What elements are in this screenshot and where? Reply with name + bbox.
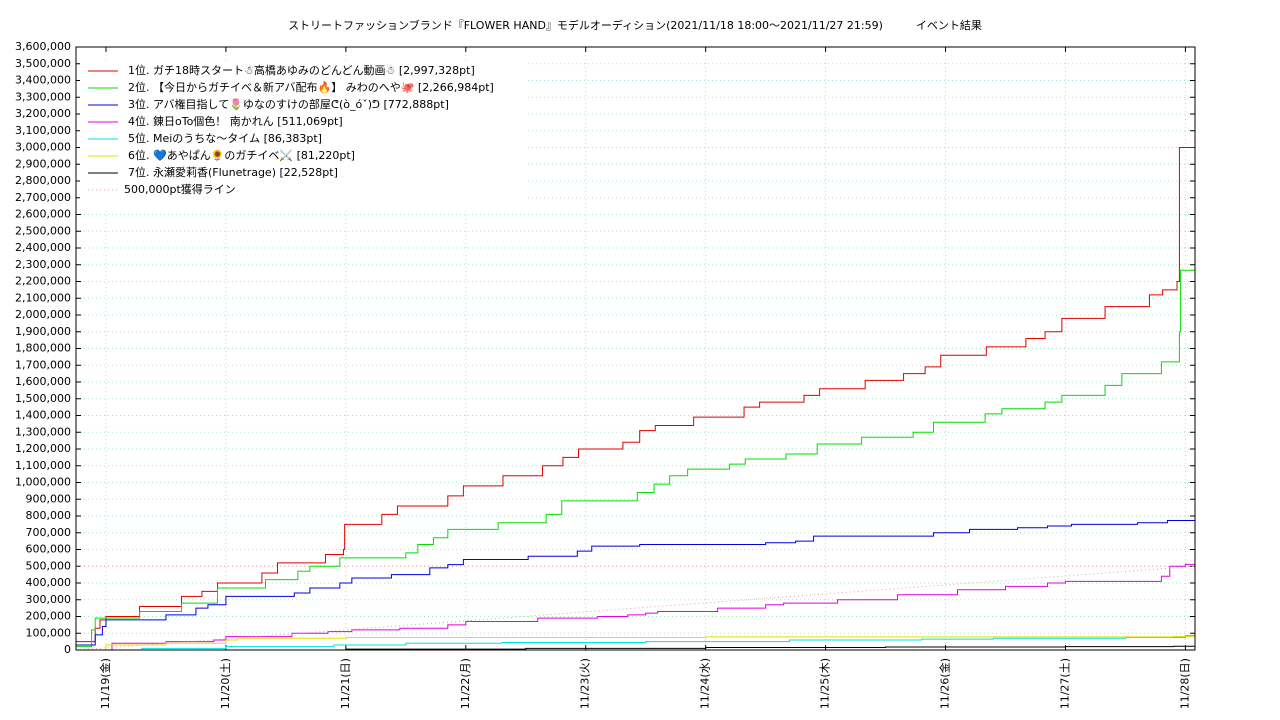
y-tick-label: 1,700,000	[15, 358, 71, 371]
series-line	[76, 520, 1195, 646]
legend: 1位. ガチ18時スタート☃高橋あゆみのどんどん動画☃ [2,997,328pt…	[80, 60, 525, 208]
y-tick-label: 3,600,000	[15, 40, 71, 53]
y-tick-label: 2,300,000	[15, 258, 71, 271]
series-line	[76, 645, 1195, 651]
y-tick-label: 2,100,000	[15, 291, 71, 304]
y-tick-label: 3,300,000	[15, 90, 71, 103]
legend-label: 1位. ガチ18時スタート☃高橋あゆみのどんどん動画☃ [2,997,328pt…	[128, 63, 475, 77]
y-tick-label: 3,500,000	[15, 57, 71, 70]
y-tick-label: 0	[64, 643, 71, 656]
y-tick-label: 2,700,000	[15, 191, 71, 204]
legend-label: 500,000pt獲得ライン	[124, 183, 236, 196]
y-tick-label: 3,400,000	[15, 74, 71, 87]
y-tick-label: 1,300,000	[15, 425, 71, 438]
series-line	[76, 269, 1195, 648]
x-tick-label: 11/20(土)	[219, 658, 232, 709]
y-tick-label: 800,000	[26, 509, 72, 522]
y-tick-label: 2,000,000	[15, 308, 71, 321]
y-tick-label: 3,100,000	[15, 124, 71, 137]
x-tick-label: 11/28(日)	[1178, 658, 1191, 709]
y-tick-label: 600,000	[26, 543, 72, 556]
y-tick-label: 1,800,000	[15, 342, 71, 355]
y-tick-label: 1,100,000	[15, 459, 71, 472]
y-tick-label: 1,500,000	[15, 392, 71, 405]
legend-box	[80, 60, 525, 208]
series-line	[76, 635, 1195, 651]
y-tick-label: 2,900,000	[15, 157, 71, 170]
y-tick-label: 1,400,000	[15, 409, 71, 422]
legend-label: 3位. アバ権目指して🌷ゆなのすけの部屋ᕦ(ò_óˇ)ᕤ [772,888pt]	[128, 97, 449, 111]
x-tick-label: 11/23(火)	[579, 658, 592, 709]
x-tick-label: 11/27(土)	[1058, 658, 1071, 709]
y-tick-label: 400,000	[26, 576, 72, 589]
x-tick-label: 11/26(金)	[938, 658, 952, 709]
series-line	[76, 147, 1196, 643]
x-tick-label: 11/24(水)	[699, 658, 712, 709]
legend-label: 7位. 永瀬愛莉香(Flunetrage) [22,528pt]	[128, 165, 338, 179]
x-tick-label: 11/21(日)	[339, 658, 352, 709]
legend-label: 5位. Meiのうちな〜タイム [86,383pt]	[128, 131, 322, 145]
y-tick-label: 300,000	[26, 593, 72, 606]
y-tick-label: 900,000	[26, 492, 72, 505]
series-line	[76, 563, 1195, 651]
y-tick-label: 3,000,000	[15, 141, 71, 154]
legend-label: 6位. 💙あやぱん🌻のガチイベ⚔️ [81,220pt]	[128, 148, 355, 162]
y-tick-label: 700,000	[26, 526, 72, 539]
y-tick-label: 1,900,000	[15, 325, 71, 338]
chart-title: ストリートファッションブランド『FLOWER HAND』モデルオーディション(2…	[288, 18, 982, 32]
y-tick-label: 500,000	[26, 559, 72, 572]
y-tick-label: 3,200,000	[15, 107, 71, 120]
y-tick-label: 1,600,000	[15, 375, 71, 388]
y-tick-label: 100,000	[26, 626, 72, 639]
y-tick-label: 2,400,000	[15, 241, 71, 254]
x-tick-label: 11/22(月)	[459, 658, 472, 709]
y-tick-label: 1,200,000	[15, 442, 71, 455]
plot-border	[75, 46, 1196, 651]
x-tick-label: 11/19(金)	[98, 658, 112, 709]
y-tick-label: 2,600,000	[15, 208, 71, 221]
legend-label: 4位. 錬日oTo個色！ 南かれん [511,069pt]	[128, 114, 343, 128]
legend-label: 2位. 【今日からガチイベ＆新アバ配布🔥】 みわのへや🐙 [2,266,984p…	[128, 80, 494, 94]
y-tick-label: 2,800,000	[15, 174, 71, 187]
y-tick-label: 2,500,000	[15, 224, 71, 237]
y-tick-label: 1,000,000	[15, 476, 71, 489]
x-tick-label: 11/25(木)	[819, 658, 832, 709]
y-tick-label: 200,000	[26, 610, 72, 623]
series-line	[76, 635, 1195, 651]
y-tick-label: 2,200,000	[15, 275, 71, 288]
